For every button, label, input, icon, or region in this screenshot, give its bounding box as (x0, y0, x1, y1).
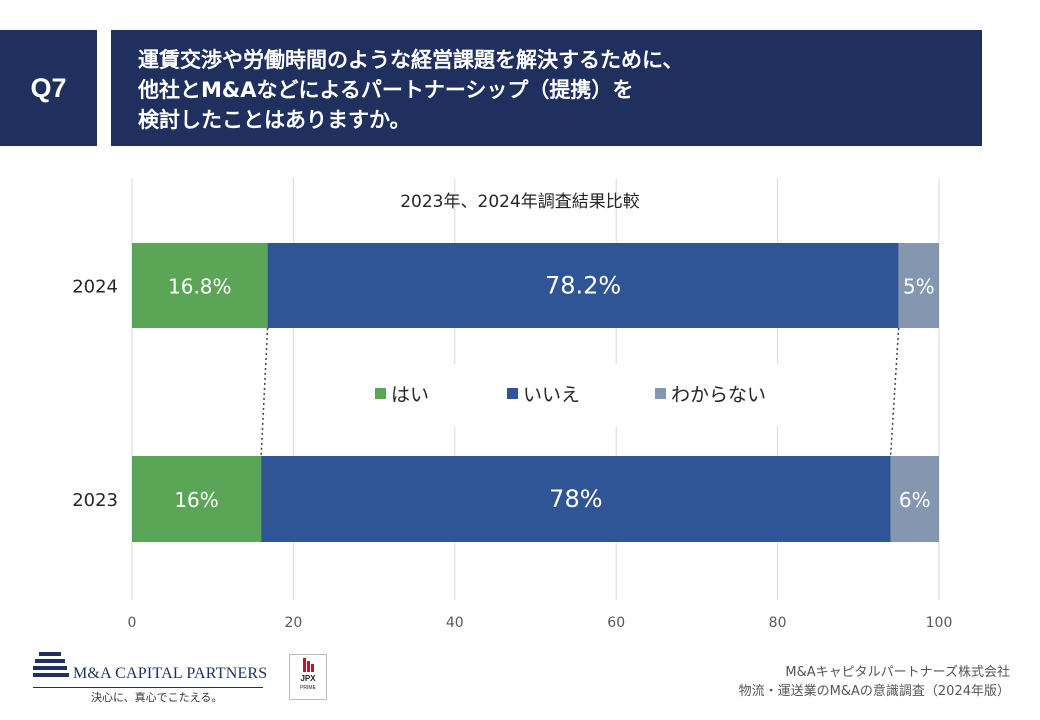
data-label: 5% (903, 275, 935, 299)
bar-segment (132, 456, 262, 542)
stacked-bar-chart: 0 20 40 60 80 100 2023年、2024年調査結果比較 16.8% 78.2% 5… (72, 178, 953, 631)
logo-rule (33, 687, 263, 688)
company-logo: M&A CAPITAL PARTNERS 決心に、真心でこたえる。 (33, 650, 268, 706)
data-label: 78% (549, 485, 602, 513)
legend-swatch (655, 388, 666, 399)
question-number: Q7 (0, 30, 97, 146)
legend-label: わからない (671, 384, 766, 406)
legend-label: はい (391, 384, 429, 406)
connector-line (889, 327, 900, 457)
question-title-line: 運賃交渉や労働時間のような経営課題を解決するために、 (138, 48, 684, 72)
chart-title: 2023年、2024年調査結果比較 (400, 192, 640, 212)
data-label: 78.2% (545, 272, 621, 300)
data-label: 16% (174, 488, 218, 512)
jpx-logo-icon (301, 658, 315, 672)
logo-mark-bar (35, 659, 65, 663)
category-label: 2023 (72, 490, 118, 511)
footer-source: M&Aキャピタルパートナーズ株式会社 物流・運送業のM&Aの意識調査（2024年… (739, 663, 1010, 701)
data-label: 6% (899, 488, 931, 512)
company-name: M&Aキャピタルパートナーズ株式会社 (785, 665, 1010, 680)
bar-segment (261, 456, 891, 542)
x-tick-label: 20 (284, 615, 302, 631)
legend-background (360, 364, 780, 426)
question-title-line: 他社とM&Aなどによるパートナーシップ（提携）を (138, 78, 634, 102)
x-tick-label: 0 (128, 615, 137, 631)
x-tick-label: 80 (769, 615, 787, 631)
jpx-name: JPX (300, 674, 316, 683)
logo-name: M&A CAPITAL PARTNERS (73, 665, 268, 682)
bar-segment (267, 243, 899, 328)
legend-label: いいえ (523, 384, 580, 406)
logo-mark-bar (39, 652, 61, 656)
data-label: 16.8% (168, 275, 232, 299)
question-title: 運賃交渉や労働時間のような経営課題を解決するために、 他社とM&Aなどによるパー… (111, 30, 982, 146)
x-tick-label: 100 (926, 615, 953, 631)
connector-line (260, 327, 269, 457)
legend-swatch (375, 388, 386, 399)
jpx-prime-badge: JPX PRIME (289, 654, 327, 700)
jpx-sub: PRIME (300, 685, 316, 691)
category-label: 2024 (72, 277, 118, 298)
logo-mark-bar (33, 666, 67, 670)
logo-tagline: 決心に、真心でこたえる。 (91, 691, 223, 704)
bar-segment (132, 243, 268, 328)
logo-mark-bar (33, 673, 69, 677)
x-tick-label: 40 (446, 615, 464, 631)
bar-segment (890, 456, 939, 542)
question-title-line: 検討したことはありますか。 (138, 108, 411, 132)
survey-name: 物流・運送業のM&Aの意識調査（2024年版） (738, 684, 1010, 699)
bar-segment (898, 243, 939, 328)
legend-swatch (507, 388, 518, 399)
x-tick-label: 60 (607, 615, 625, 631)
